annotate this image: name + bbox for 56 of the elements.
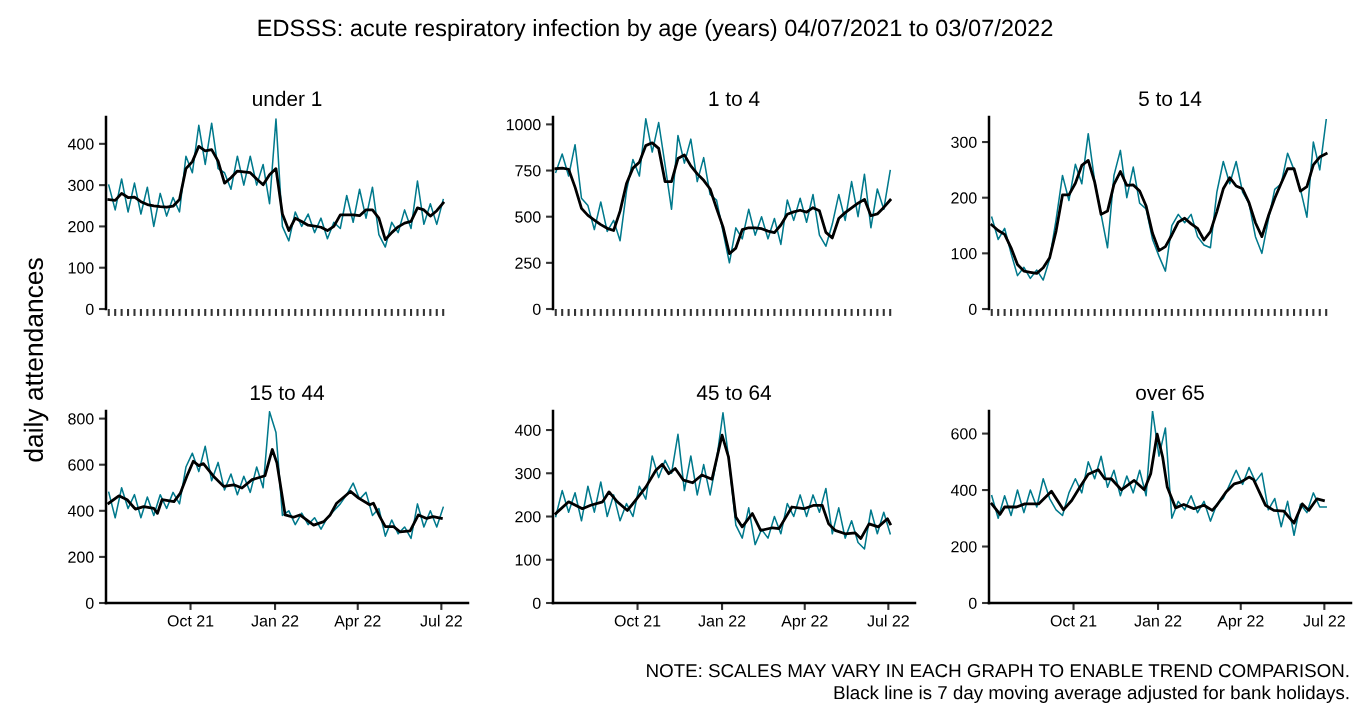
x-tick-label: Apr 22 [334, 615, 381, 630]
y-tick-label: 800 [68, 413, 94, 425]
y-tick-label: 750 [515, 165, 541, 177]
x-tick-label: Jan 22 [1134, 615, 1182, 627]
y-tick-label: 200 [951, 541, 977, 553]
x-tick-label: Oct 21 [167, 615, 214, 627]
y-tick-label: 0 [532, 597, 541, 609]
text: EDSSS: acute respiratory infection by age (years) 04/07/2021 to 03/07/2022 [258, 19, 1053, 41]
y-tick-label: 0 [968, 597, 977, 609]
x-tick-label: Jul 22 [1303, 614, 1345, 627]
y-tick-label: 200 [951, 192, 977, 204]
y-tick-label: 100 [68, 262, 94, 274]
chart-title: 15 to 44 [250, 385, 325, 401]
chart-title: over 65 [1136, 385, 1204, 401]
line-series [990, 119, 1327, 281]
line-series [554, 118, 891, 264]
line-series [107, 411, 444, 540]
chart-title: under 1 [253, 90, 322, 107]
y-tick-label: 0 [968, 303, 977, 315]
line-series [554, 411, 891, 550]
y-tick-label: 100 [951, 247, 977, 260]
y-tick-label: 250 [515, 257, 541, 269]
x-tick-label: Apr 22 [1217, 615, 1264, 630]
y-tick-label: 300 [515, 467, 541, 480]
y-tick-label: 0 [85, 597, 94, 609]
x-tick-label: Oct 21 [1050, 615, 1097, 627]
y-tick-label: 200 [68, 551, 94, 563]
x-tick-label: Jul 22 [420, 614, 462, 627]
text: Black line is 7 day moving average adjusted for bank holidays. [834, 685, 1349, 703]
y-tick-label: 300 [68, 179, 94, 192]
x-tick-label: Jan 22 [698, 615, 746, 627]
y-tick-label: 600 [68, 459, 94, 471]
chart-title: 5 to 14 [1138, 91, 1202, 107]
y-tick-label: 300 [951, 136, 977, 148]
x-tick-label: Oct 21 [614, 615, 661, 627]
y-tick-label: 0 [532, 303, 541, 315]
x-tick-label: Jul 22 [867, 614, 909, 627]
y-tick-label: 400 [67, 138, 94, 150]
y-tick-label: 400 [67, 505, 94, 517]
text: NOTE: SCALES MAY VARY IN EACH GRAPH TO ENABLE TREND COMPARISON. [647, 664, 1349, 678]
x-tick-label: Apr 22 [781, 615, 828, 630]
y-tick-label: 500 [515, 211, 541, 223]
y-tick-label: 200 [515, 511, 541, 523]
y-tick-label: 0 [85, 303, 94, 315]
y-tick-label: 200 [68, 221, 94, 233]
y-tick-label: 400 [514, 424, 541, 436]
line-series [107, 118, 444, 248]
y-tick-label: 400 [950, 484, 977, 496]
text: daily attendances [23, 258, 49, 462]
y-tick-label: 100 [515, 554, 541, 566]
chart-title: 1 to 4 [709, 91, 760, 107]
line-series [990, 411, 1327, 537]
y-tick-label: 1000 [506, 119, 541, 131]
x-tick-label: Jan 22 [251, 615, 299, 627]
y-tick-label: 600 [951, 428, 977, 440]
chart-title: 45 to 64 [696, 385, 772, 401]
